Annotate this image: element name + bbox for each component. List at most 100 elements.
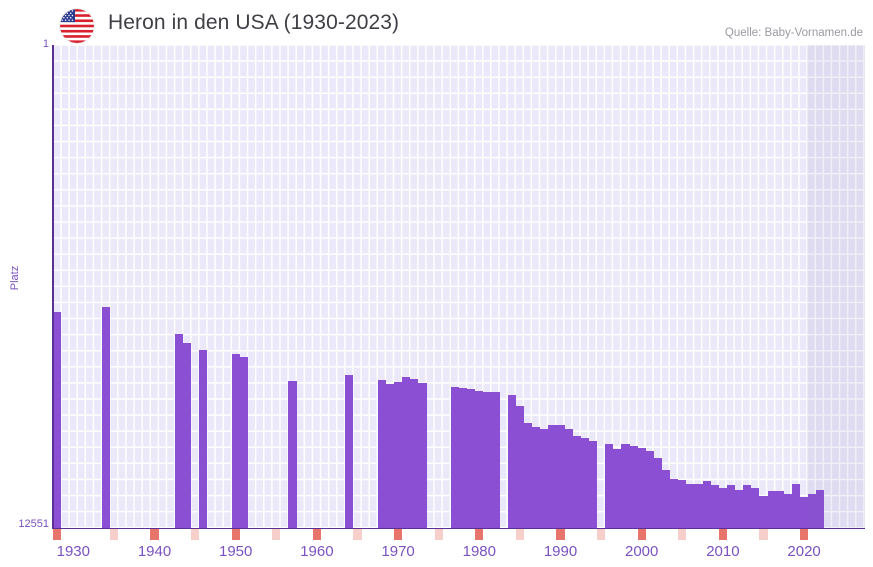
bar-1984[interactable] xyxy=(507,395,516,528)
bar-2009[interactable] xyxy=(710,485,719,528)
x-axis-line xyxy=(53,527,865,530)
source-attribution: Quelle: Baby-Vornamen.de xyxy=(724,27,863,39)
x-tick-label-1970: 1970 xyxy=(381,543,415,560)
us-flag-icon xyxy=(60,9,94,43)
tick-marker-minor xyxy=(191,529,200,540)
bar-2019[interactable] xyxy=(791,484,801,528)
plot-area xyxy=(53,45,865,528)
tick-marker-major xyxy=(718,529,727,540)
x-tick-label-1960: 1960 xyxy=(300,543,334,560)
bar-2007[interactable] xyxy=(694,484,703,528)
tick-marker-major xyxy=(800,529,809,540)
bar-1997[interactable] xyxy=(613,449,622,528)
bar-1978[interactable] xyxy=(459,388,468,528)
bar-1989[interactable] xyxy=(548,425,557,528)
tick-marker-major xyxy=(312,529,321,540)
bar-2012[interactable] xyxy=(735,490,744,528)
bar-1972[interactable] xyxy=(410,379,419,528)
tick-marker-major xyxy=(394,529,403,540)
bar-2014[interactable] xyxy=(751,488,760,528)
bar-1999[interactable] xyxy=(629,446,638,528)
bar-1946[interactable] xyxy=(199,350,208,528)
x-tick-label-2000: 2000 xyxy=(625,543,659,560)
bar-1998[interactable] xyxy=(621,444,630,528)
bar-1979[interactable] xyxy=(467,389,476,528)
bar-1977[interactable] xyxy=(450,387,459,528)
tick-marker-minor xyxy=(678,529,687,540)
bar-2004[interactable] xyxy=(670,479,679,528)
tick-marker-minor xyxy=(434,529,443,540)
bar-2008[interactable] xyxy=(702,481,711,528)
bar-1969[interactable] xyxy=(385,384,395,528)
bar-series xyxy=(53,45,865,528)
bar-1973[interactable] xyxy=(418,383,427,528)
bar-2006[interactable] xyxy=(686,484,695,528)
bar-2017[interactable] xyxy=(775,491,784,528)
x-tick-label-1940: 1940 xyxy=(137,543,172,560)
bar-2002[interactable] xyxy=(653,458,662,528)
bar-1990[interactable] xyxy=(556,425,565,528)
bar-1934[interactable] xyxy=(101,307,110,528)
tick-marker-major xyxy=(637,529,646,540)
tick-marker-major xyxy=(53,529,62,540)
chart-header: Heron in den USA (1930-2023) Quelle: Bab… xyxy=(0,0,873,45)
y-axis-bottom-label: 12551 xyxy=(18,518,49,530)
x-tick-label-1980: 1980 xyxy=(462,543,496,560)
bar-1994[interactable] xyxy=(588,441,598,528)
bar-1964[interactable] xyxy=(345,375,354,528)
bar-1971[interactable] xyxy=(402,377,411,528)
x-axis-tick-markers xyxy=(53,529,865,540)
x-axis-tick-labels: 1930 1940 1950 1960 1970 1980 1990 2000 2010 2020 xyxy=(53,543,865,565)
bar-2011[interactable] xyxy=(726,485,736,528)
tick-marker-minor xyxy=(353,529,362,540)
bar-1928[interactable] xyxy=(53,312,62,528)
bar-1985[interactable] xyxy=(515,406,524,528)
bar-1992[interactable] xyxy=(572,436,581,528)
bar-1957[interactable] xyxy=(288,381,297,528)
bar-2013[interactable] xyxy=(743,485,752,528)
bar-2020[interactable] xyxy=(800,497,809,528)
bar-2015[interactable] xyxy=(759,496,768,528)
tick-marker-minor xyxy=(597,529,606,540)
tick-marker-minor xyxy=(759,529,768,540)
bar-1980[interactable] xyxy=(475,391,484,528)
bar-1993[interactable] xyxy=(580,438,589,528)
bar-1991[interactable] xyxy=(564,429,573,528)
bar-2010[interactable] xyxy=(718,488,727,528)
bar-1951[interactable] xyxy=(239,357,248,528)
bar-1988[interactable] xyxy=(540,429,549,528)
bar-1982[interactable] xyxy=(491,392,500,528)
bar-1986[interactable] xyxy=(523,423,533,528)
tick-marker-major xyxy=(231,529,240,540)
bar-2022[interactable] xyxy=(816,490,825,528)
y-axis-top-label: 1 xyxy=(42,38,49,50)
tick-marker-major xyxy=(150,529,159,540)
bar-2001[interactable] xyxy=(645,451,654,528)
tick-marker-major xyxy=(556,529,565,540)
x-tick-label-1930: 1930 xyxy=(56,543,90,560)
bar-1996[interactable] xyxy=(605,444,614,528)
x-tick-label-1950: 1950 xyxy=(219,543,253,560)
bar-2016[interactable] xyxy=(767,491,776,528)
bar-1970[interactable] xyxy=(394,382,403,528)
bar-1968[interactable] xyxy=(377,380,386,528)
tick-marker-minor xyxy=(109,529,118,540)
bar-1950[interactable] xyxy=(231,354,240,528)
x-tick-label-2010: 2010 xyxy=(706,543,740,560)
bar-1981[interactable] xyxy=(483,392,492,528)
y-axis-line xyxy=(52,45,54,529)
tick-marker-minor xyxy=(515,529,524,540)
bar-2005[interactable] xyxy=(678,480,687,528)
page-title: Heron in den USA (1930-2023) xyxy=(108,11,400,34)
bar-1987[interactable] xyxy=(532,427,541,528)
y-axis-title: Platz xyxy=(9,265,21,291)
bar-1943[interactable] xyxy=(174,334,183,528)
bar-1944[interactable] xyxy=(182,343,192,528)
bar-2000[interactable] xyxy=(637,448,646,528)
bar-2018[interactable] xyxy=(783,494,792,528)
x-tick-label-1990: 1990 xyxy=(543,543,578,560)
bar-2021[interactable] xyxy=(808,494,817,528)
x-tick-label-2020: 2020 xyxy=(787,543,821,560)
bar-2003[interactable] xyxy=(662,470,671,528)
